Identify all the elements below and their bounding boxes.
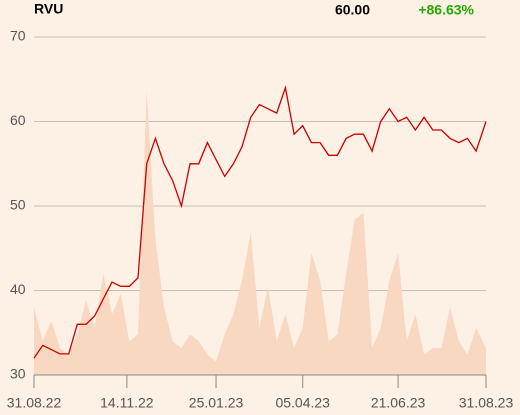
chart-title: RVU [34,1,63,17]
y-tick-label: 70 [10,28,26,44]
x-tick-label: 31.08.23 [459,395,514,411]
price-change: +86.63% [418,2,474,18]
y-tick-label: 30 [10,366,26,382]
y-tick-label: 60 [10,112,26,128]
x-tick-label: 05.04.23 [275,395,330,411]
y-tick-label: 50 [10,197,26,213]
last-price: 60.00 [335,2,370,18]
y-tick-label: 40 [10,281,26,297]
x-tick-label: 14.11.22 [100,395,154,411]
x-tick-label: 31.08.22 [7,395,62,411]
price-line [33,85,487,359]
x-tick-label: 25.01.23 [189,395,244,411]
x-tick-label: 21.06.23 [371,395,426,411]
